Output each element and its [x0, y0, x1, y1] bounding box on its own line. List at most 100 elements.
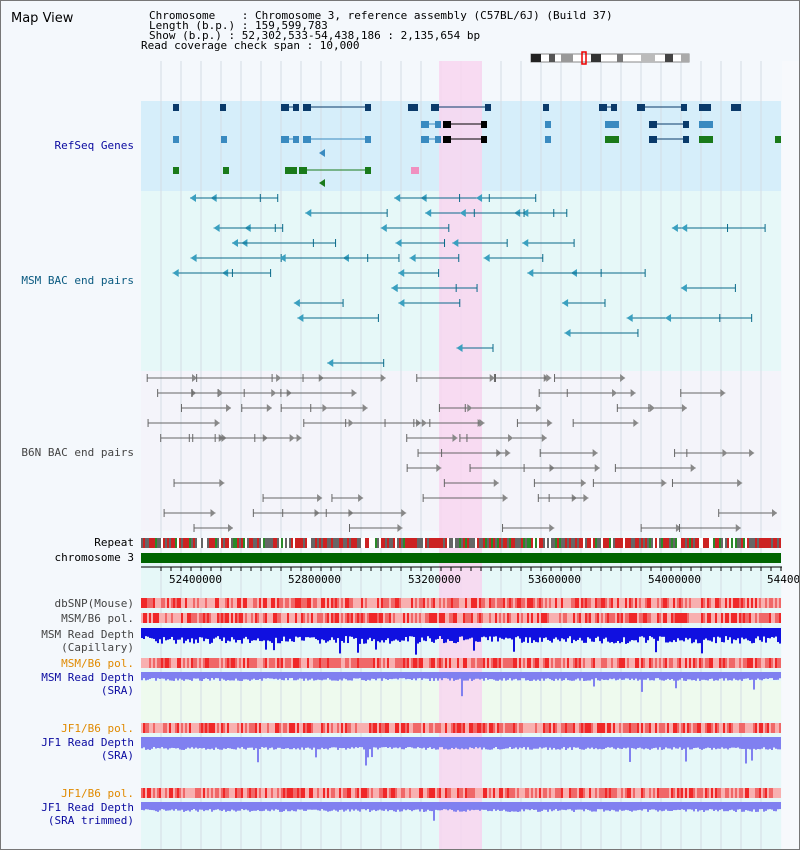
read-depth-bar	[525, 802, 527, 810]
read-depth-bar	[573, 628, 575, 640]
polymorphism-cell	[307, 613, 309, 623]
polymorphism-cell	[673, 788, 675, 798]
read-depth-bar	[465, 672, 467, 681]
polymorphism-cell	[641, 613, 643, 623]
read-depth-bar	[213, 802, 215, 811]
read-depth-bar	[323, 628, 325, 641]
polymorphism-cell	[615, 613, 617, 623]
polymorphism-cell	[763, 723, 765, 733]
read-depth-bar	[571, 672, 573, 681]
read-depth-bar	[205, 628, 207, 639]
polymorphism-cell	[763, 788, 765, 798]
read-depth-bar	[737, 628, 739, 639]
repeat-segment	[171, 538, 173, 548]
polymorphism-cell	[673, 598, 675, 608]
repeat-segment	[357, 538, 359, 548]
polymorphism-cell	[561, 723, 563, 733]
polymorphism-cell	[503, 658, 505, 668]
polymorphism-cell	[647, 658, 649, 668]
read-depth-bar	[317, 628, 319, 641]
polymorphism-cell	[253, 658, 255, 668]
read-depth-bar	[293, 628, 295, 642]
polymorphism-cell	[409, 613, 411, 623]
read-depth-bar	[457, 672, 459, 680]
read-depth-bar	[301, 628, 303, 641]
polymorphism-cell	[609, 658, 611, 668]
read-depth-bar	[685, 628, 687, 638]
read-depth-bar	[227, 802, 229, 811]
repeat-segment	[627, 538, 629, 548]
repeat-segment	[143, 538, 145, 548]
polymorphism-cell	[465, 613, 467, 623]
polymorphism-cell	[557, 613, 559, 623]
repeat-segment	[721, 538, 723, 548]
polymorphism-cell	[175, 658, 177, 668]
axis-tick-label: 54400000	[767, 573, 800, 586]
polymorphism-cell	[407, 598, 409, 608]
read-depth-bar	[157, 802, 159, 812]
read-depth-bar	[701, 628, 703, 654]
track-label-refseq[interactable]: RefSeq Genes	[54, 139, 134, 152]
polymorphism-cell	[489, 788, 491, 798]
polymorphism-cell	[145, 598, 147, 608]
polymorphism-cell	[209, 613, 211, 623]
polymorphism-cell	[353, 598, 355, 608]
polymorphism-cell	[473, 613, 475, 623]
read-depth-bar	[771, 628, 773, 638]
read-depth-bar	[721, 672, 723, 679]
repeat-segment	[775, 538, 777, 548]
polymorphism-cell	[605, 788, 607, 798]
read-depth-bar	[165, 628, 167, 641]
read-depth-bar	[615, 737, 617, 750]
read-depth-bar	[735, 737, 737, 748]
track-label-msm-bac[interactable]: MSM BAC end pairs	[21, 274, 134, 287]
repeat-segment	[297, 538, 299, 548]
polymorphism-cell	[545, 613, 547, 623]
polymorphism-cell	[641, 598, 643, 608]
polymorphism-cell	[275, 658, 277, 668]
read-depth-bar	[333, 737, 335, 748]
selected-region-highlight	[439, 61, 482, 849]
polymorphism-cell	[345, 723, 347, 733]
read-depth-bar	[473, 672, 475, 680]
polymorphism-cell	[593, 598, 595, 608]
read-depth-bar	[159, 802, 161, 811]
repeat-segment	[613, 538, 615, 548]
polymorphism-cell	[417, 723, 419, 733]
bac-end-marker	[749, 449, 755, 457]
polymorphism-cell	[411, 658, 413, 668]
polymorphism-cell	[689, 658, 691, 668]
read-depth-bar	[513, 672, 515, 680]
polymorphism-cell	[379, 658, 381, 668]
read-depth-bar	[691, 737, 693, 750]
repeat-segment	[385, 538, 387, 548]
read-depth-bar	[715, 672, 717, 681]
polymorphism-cell	[667, 598, 669, 608]
polymorphism-cell	[741, 658, 743, 668]
polymorphism-cell	[571, 598, 573, 608]
read-depth-bar	[275, 737, 277, 750]
read-depth-bar	[521, 737, 523, 749]
polymorphism-cell	[325, 598, 327, 608]
read-depth-bar	[483, 672, 485, 681]
polymorphism-cell	[603, 598, 605, 608]
polymorphism-cell	[397, 658, 399, 668]
track-label-jf1-depth: JF1 Read Depth	[41, 736, 134, 749]
repeat-segment	[751, 538, 753, 548]
read-depth-bar	[683, 628, 685, 642]
read-depth-bar	[561, 802, 563, 810]
read-depth-bar	[545, 737, 547, 748]
read-depth-bar	[273, 802, 275, 811]
read-depth-bar	[527, 802, 529, 810]
read-depth-bar	[219, 672, 221, 681]
read-depth-bar	[361, 672, 363, 681]
read-depth-bar	[421, 737, 423, 749]
read-depth-bar	[759, 628, 761, 641]
read-depth-bar	[553, 628, 555, 639]
repeat-segment	[461, 538, 463, 548]
polymorphism-cell	[207, 723, 209, 733]
read-depth-bar	[557, 802, 559, 811]
read-depth-bar	[217, 628, 219, 637]
track-label-b6n-bac[interactable]: B6N BAC end pairs	[21, 446, 134, 459]
